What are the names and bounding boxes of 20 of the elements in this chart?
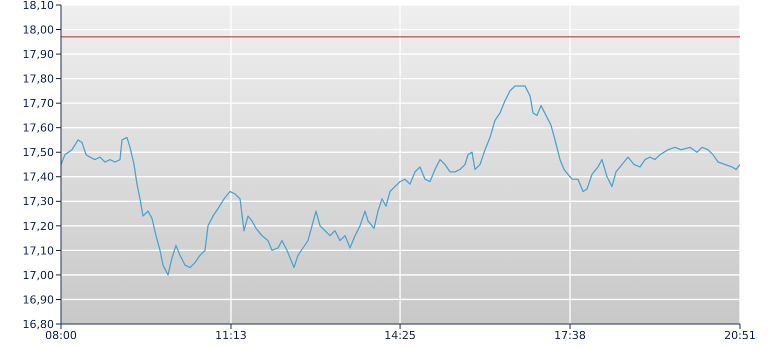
y-tick-label: 18,10 xyxy=(22,0,54,12)
x-tick-label: 20:51 xyxy=(724,328,756,342)
x-tick-label: 08:00 xyxy=(45,328,77,342)
x-tick-label: 11:13 xyxy=(215,328,247,342)
y-tick-label: 17,20 xyxy=(22,220,54,233)
x-tick-label: 14:25 xyxy=(384,328,416,342)
y-tick-label: 17,80 xyxy=(22,72,54,86)
y-tick-label: 17,00 xyxy=(22,268,54,282)
y-tick-label: 17,10 xyxy=(22,244,54,258)
y-tick-label: 17,70 xyxy=(22,97,54,110)
line-series xyxy=(61,85,740,276)
y-tick-label: 17,50 xyxy=(22,146,54,160)
y-tick-label: 18,00 xyxy=(22,23,54,36)
x-tick-label: 17:38 xyxy=(554,328,586,342)
y-tick-label: 17,40 xyxy=(22,170,54,184)
y-tick-label: 17,60 xyxy=(22,122,54,135)
y-tick-label: 16,90 xyxy=(22,293,54,306)
y-tick-label: 16,80 xyxy=(22,318,54,331)
y-tick-label: 17,90 xyxy=(22,48,54,61)
y-tick-label: 17,30 xyxy=(22,195,54,208)
